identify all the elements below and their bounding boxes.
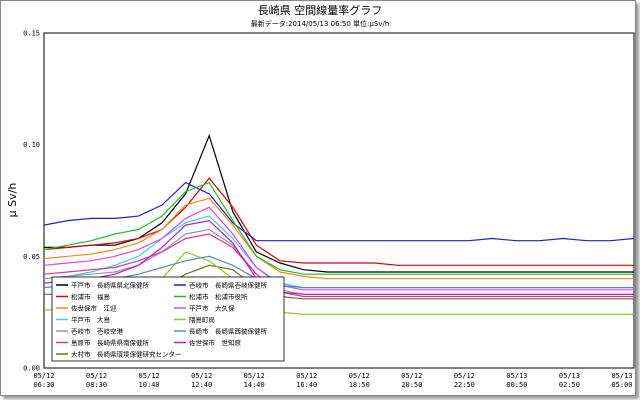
legend-label: 長崎市 長崎県西彼保健所 — [189, 327, 268, 336]
legend-label: 平戸市 大島 — [71, 315, 111, 324]
legend-label: 壱岐市 壱岐空港 — [71, 327, 124, 336]
x-tick-date: 05/12 — [296, 372, 317, 380]
x-tick-time: 22:50 — [454, 381, 475, 389]
x-tick-time: 00:50 — [506, 381, 527, 389]
y-tick-label: 0.00 — [23, 365, 40, 373]
chart-subtitle: 最新データ:2014/05/13 06:50 単位:μSv/h — [251, 19, 390, 28]
series-line — [43, 233, 634, 298]
legend-label: 佐世保市 江迎 — [71, 304, 117, 313]
x-tick-time: 08:30 — [86, 381, 107, 389]
x-tick-date: 05/13 — [611, 372, 632, 380]
series-line — [43, 181, 635, 242]
series-line — [43, 255, 634, 289]
series-line — [43, 181, 634, 275]
legend-box — [51, 276, 285, 362]
y-axis-label: μ Sv/h — [6, 183, 19, 218]
x-tick-date: 05/12 — [191, 372, 212, 380]
legend-label: 松浦市 松浦市役所 — [189, 292, 248, 301]
legend-label: 佐世保市 世知原 — [189, 338, 242, 347]
series-line — [43, 219, 634, 295]
x-tick-date: 05/12 — [401, 372, 422, 380]
y-tick-label: 0.15 — [23, 30, 40, 38]
legend-label: 壱岐市 長崎県壱岐保健所 — [189, 281, 268, 290]
x-tick-date: 05/12 — [86, 372, 107, 380]
x-tick-date: 05/13 — [559, 372, 580, 380]
x-tick-date: 05/12 — [33, 372, 54, 380]
legend-label: 隈島町局 — [189, 315, 215, 324]
legend-label: 島原市 長崎県県南保健所 — [71, 338, 150, 347]
x-tick-time: 06:30 — [33, 381, 54, 389]
x-tick-time: 05:00 — [611, 381, 632, 389]
x-tick-date: 05/12 — [454, 372, 475, 380]
x-tick-time: 16:40 — [296, 381, 317, 389]
x-tick-time: 12:40 — [191, 381, 212, 389]
legend-label: 松浦市 福島 — [71, 292, 111, 301]
series-line — [43, 197, 634, 280]
y-tick-label: 0.10 — [23, 141, 40, 149]
y-tick-label: 0.05 — [23, 253, 40, 261]
series-lines — [43, 133, 635, 315]
x-tick-date: 05/12 — [139, 372, 160, 380]
series-line — [43, 206, 634, 291]
legend-label: 平戸市 長崎県県北保健所 — [71, 281, 150, 290]
series-line — [43, 177, 634, 266]
legend-label: 平戸市 大久保 — [189, 304, 235, 313]
legend-label: 大村市 長崎県環境保健研究センター — [71, 350, 182, 359]
x-tick-date: 05/12 — [349, 372, 370, 380]
x-tick-time: 18:50 — [349, 381, 370, 389]
x-tick-date: 05/13 — [506, 372, 527, 380]
x-tick-time: 20:50 — [401, 381, 422, 389]
series-line — [44, 133, 634, 273]
x-tick-time: 10:40 — [139, 381, 160, 389]
chart-title: 長崎県 空間線量率グラフ — [258, 3, 383, 17]
x-tick-time: 02:50 — [559, 381, 580, 389]
x-tick-date: 05/12 — [244, 372, 265, 380]
x-tick-time: 14:40 — [244, 381, 265, 389]
